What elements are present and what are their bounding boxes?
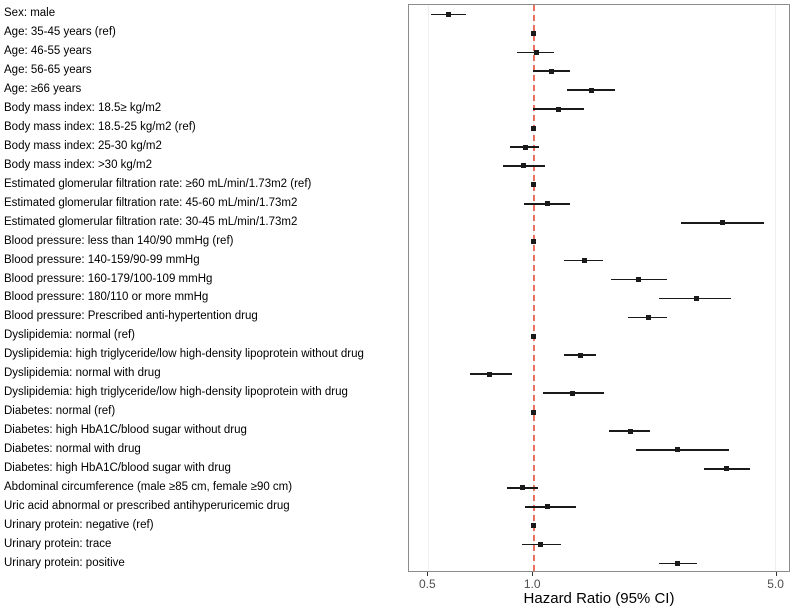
row-label: Sex: male xyxy=(4,7,56,20)
row-label: Estimated glomerular filtration rate: 45… xyxy=(4,196,298,209)
row-label: Age: 56-65 years xyxy=(4,64,92,77)
ci-bar xyxy=(635,449,729,451)
x-tick-label: 1.0 xyxy=(523,577,541,591)
x-tick-mark xyxy=(775,572,777,576)
point-estimate xyxy=(555,106,561,112)
point-estimate xyxy=(675,447,681,453)
point-estimate xyxy=(530,182,536,188)
row-label: Blood pressure: 180/110 or more mmHg xyxy=(4,291,209,304)
row-label: Estimated glomerular filtration rate: ≥6… xyxy=(4,177,312,190)
row-label: Dyslipidemia: normal with drug xyxy=(4,367,161,380)
row-label: Estimated glomerular filtration rate: 30… xyxy=(4,215,298,228)
row-label: Dyslipidemia: high triglyceride/low high… xyxy=(4,386,348,399)
point-estimate xyxy=(519,485,525,491)
row-label: Body mass index: 18.5-25 kg/m2 (ref) xyxy=(4,121,196,134)
point-estimate xyxy=(720,220,726,226)
row-label: Blood pressure: 160-179/100-109 mmHg xyxy=(4,272,213,285)
x-tick-label: 0.5 xyxy=(418,577,436,591)
point-estimate xyxy=(581,258,587,264)
point-estimate xyxy=(530,333,536,339)
point-estimate xyxy=(545,504,551,510)
point-estimate xyxy=(538,542,544,548)
point-estimate xyxy=(530,239,536,245)
point-estimate xyxy=(533,49,539,55)
row-label: Body mass index: >30 kg/m2 xyxy=(4,158,152,171)
gridline xyxy=(428,5,430,571)
row-label: Blood pressure: Prescribed anti-hyperten… xyxy=(4,310,258,323)
point-estimate xyxy=(530,125,536,131)
gridline xyxy=(774,5,776,571)
point-estimate xyxy=(724,466,730,472)
x-axis: 0.5 1.0 5.0 xyxy=(408,572,790,592)
row-label: Urinary protein: trace xyxy=(4,537,112,550)
x-axis-title: Hazard Ratio (95% CI) xyxy=(523,590,675,607)
point-estimate xyxy=(549,68,555,74)
plot-panel xyxy=(408,4,790,572)
row-label: Body mass index: 18.5≥ kg/m2 xyxy=(4,102,162,115)
point-estimate xyxy=(694,295,700,301)
point-estimate xyxy=(521,163,527,169)
row-label: Age: 46-55 years xyxy=(4,45,92,58)
x-tick-mark xyxy=(532,572,534,576)
row-label: Abdominal circumference (male ≥85 cm, fe… xyxy=(4,480,293,493)
point-estimate xyxy=(588,87,594,93)
point-estimate xyxy=(530,523,536,529)
row-label: Diabetes: high HbA1C/blood sugar without… xyxy=(4,423,247,436)
row-label: Diabetes: normal with drug xyxy=(4,442,141,455)
x-tick-label: 5.0 xyxy=(767,577,784,591)
point-estimate xyxy=(522,144,528,150)
row-label: Blood pressure: less than 140/90 mmHg (r… xyxy=(4,234,234,247)
row-label: Dyslipidemia: normal (ref) xyxy=(4,329,136,342)
point-estimate xyxy=(645,314,651,320)
row-label: Age: ≥66 years xyxy=(4,83,82,96)
point-estimate xyxy=(445,11,451,17)
ci-bar xyxy=(525,505,577,508)
reference-line xyxy=(532,5,535,571)
point-estimate xyxy=(570,390,576,396)
row-label: Dyslipidemia: high triglyceride/low high… xyxy=(4,348,364,361)
row-label: Body mass index: 25-30 kg/m2 xyxy=(4,139,162,152)
x-tick-mark xyxy=(427,572,429,576)
point-estimate xyxy=(675,561,681,567)
point-estimate xyxy=(635,277,641,283)
point-estimate xyxy=(627,428,633,434)
point-estimate xyxy=(487,371,493,377)
row-label: Urinary protein: negative (ref) xyxy=(4,518,154,531)
point-estimate xyxy=(530,30,536,36)
point-estimate xyxy=(578,352,584,358)
row-label: Blood pressure: 140-159/90-99 mmHg xyxy=(4,253,200,266)
row-label: Urinary protein: positive xyxy=(4,556,125,569)
row-label: Diabetes: high HbA1C/blood sugar with dr… xyxy=(4,461,231,474)
row-labels-column: Sex: male Age: 35-45 years (ref) Age: 46-5… xyxy=(4,4,406,572)
point-estimate xyxy=(530,409,536,415)
point-estimate xyxy=(545,201,551,207)
row-label: Age: 35-45 years (ref) xyxy=(4,26,116,39)
row-label: Diabetes: normal (ref) xyxy=(4,405,116,418)
row-label: Uric acid abnormal or prescribed antihyp… xyxy=(4,499,290,512)
